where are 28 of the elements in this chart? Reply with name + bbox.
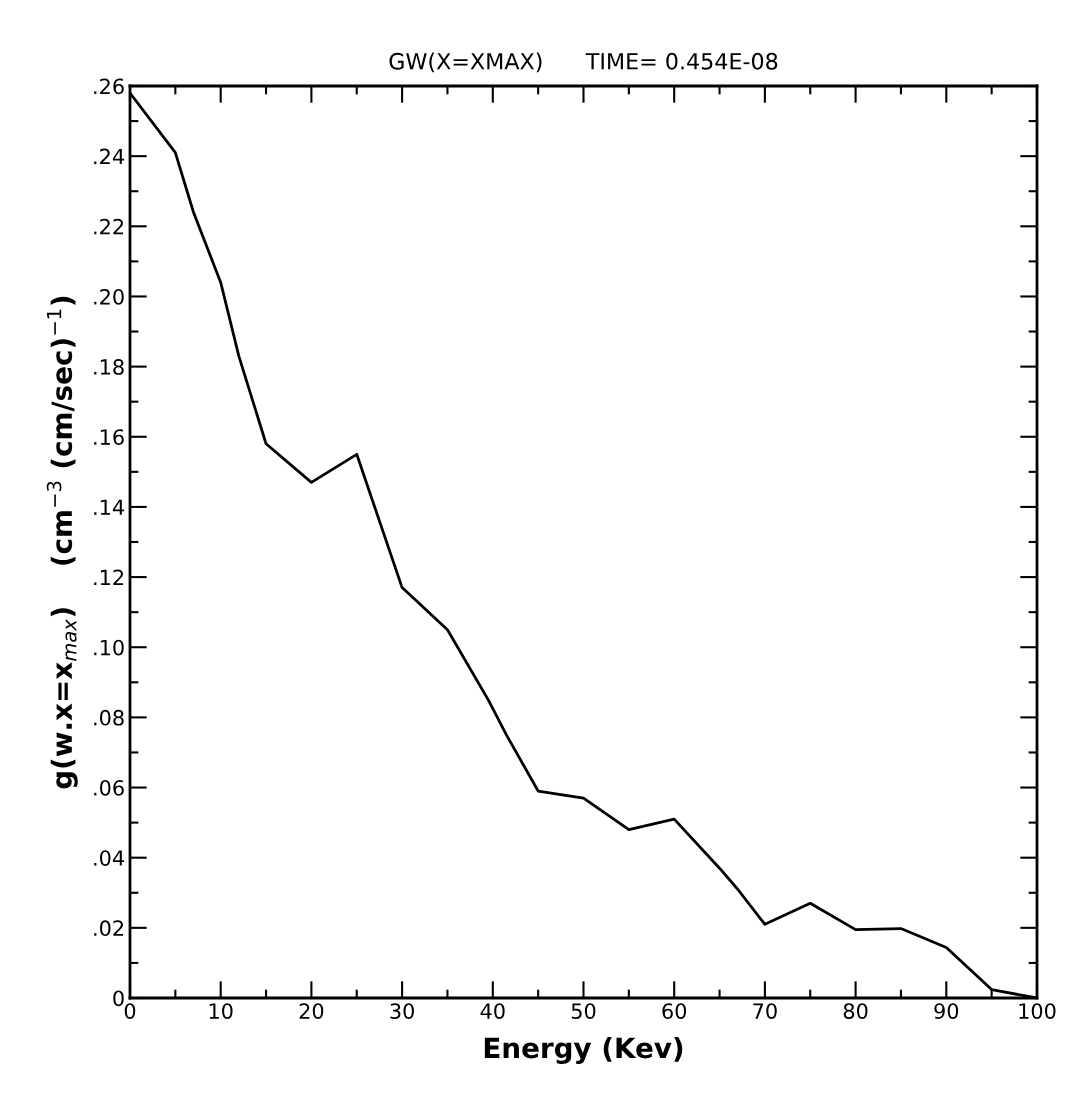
x-axis-title: Energy (Kev) xyxy=(484,1036,683,1064)
y-tick-label: .24 xyxy=(94,148,124,165)
y-tick-label: .16 xyxy=(94,429,124,445)
y-tick-label: .02 xyxy=(94,920,124,937)
x-tick-label: 0 xyxy=(124,1003,136,1019)
x-tick-label: 100 xyxy=(1019,1003,1056,1019)
y-tick-label: .06 xyxy=(94,779,124,796)
x-tick-label: 50 xyxy=(571,1003,596,1019)
chart-title: GW(X=XMAX) TIME= 0.454E-08 xyxy=(389,52,778,73)
x-tick-label: 60 xyxy=(662,1003,687,1019)
y-tick-label: .10 xyxy=(94,639,124,656)
y-tick-label: .22 xyxy=(94,218,124,235)
x-tick-label: 80 xyxy=(843,1003,868,1019)
x-tick-label: 40 xyxy=(480,1003,505,1019)
y-tick-label: .26 xyxy=(94,78,124,95)
x-tick-label: 10 xyxy=(209,1003,233,1019)
y-tick-label: .12 xyxy=(94,569,124,585)
x-tick-label: 70 xyxy=(753,1003,777,1019)
x-tick-label: 20 xyxy=(299,1003,324,1019)
y-tick-label: .18 xyxy=(94,359,124,375)
y-tick-label: .04 xyxy=(94,850,124,866)
y-tick-label: .14 xyxy=(94,499,124,515)
y-axis-title: g(w.x=x$_{max}$) (cm$^{−3}$ (cm/sec)$^{−1}$) xyxy=(46,296,78,789)
y-tick-label: .20 xyxy=(94,288,124,305)
x-tick-label: 90 xyxy=(934,1003,959,1019)
y-tick-label: 0 xyxy=(113,990,124,1007)
x-tick-label: 30 xyxy=(390,1003,414,1019)
y-tick-label: .08 xyxy=(94,709,124,726)
